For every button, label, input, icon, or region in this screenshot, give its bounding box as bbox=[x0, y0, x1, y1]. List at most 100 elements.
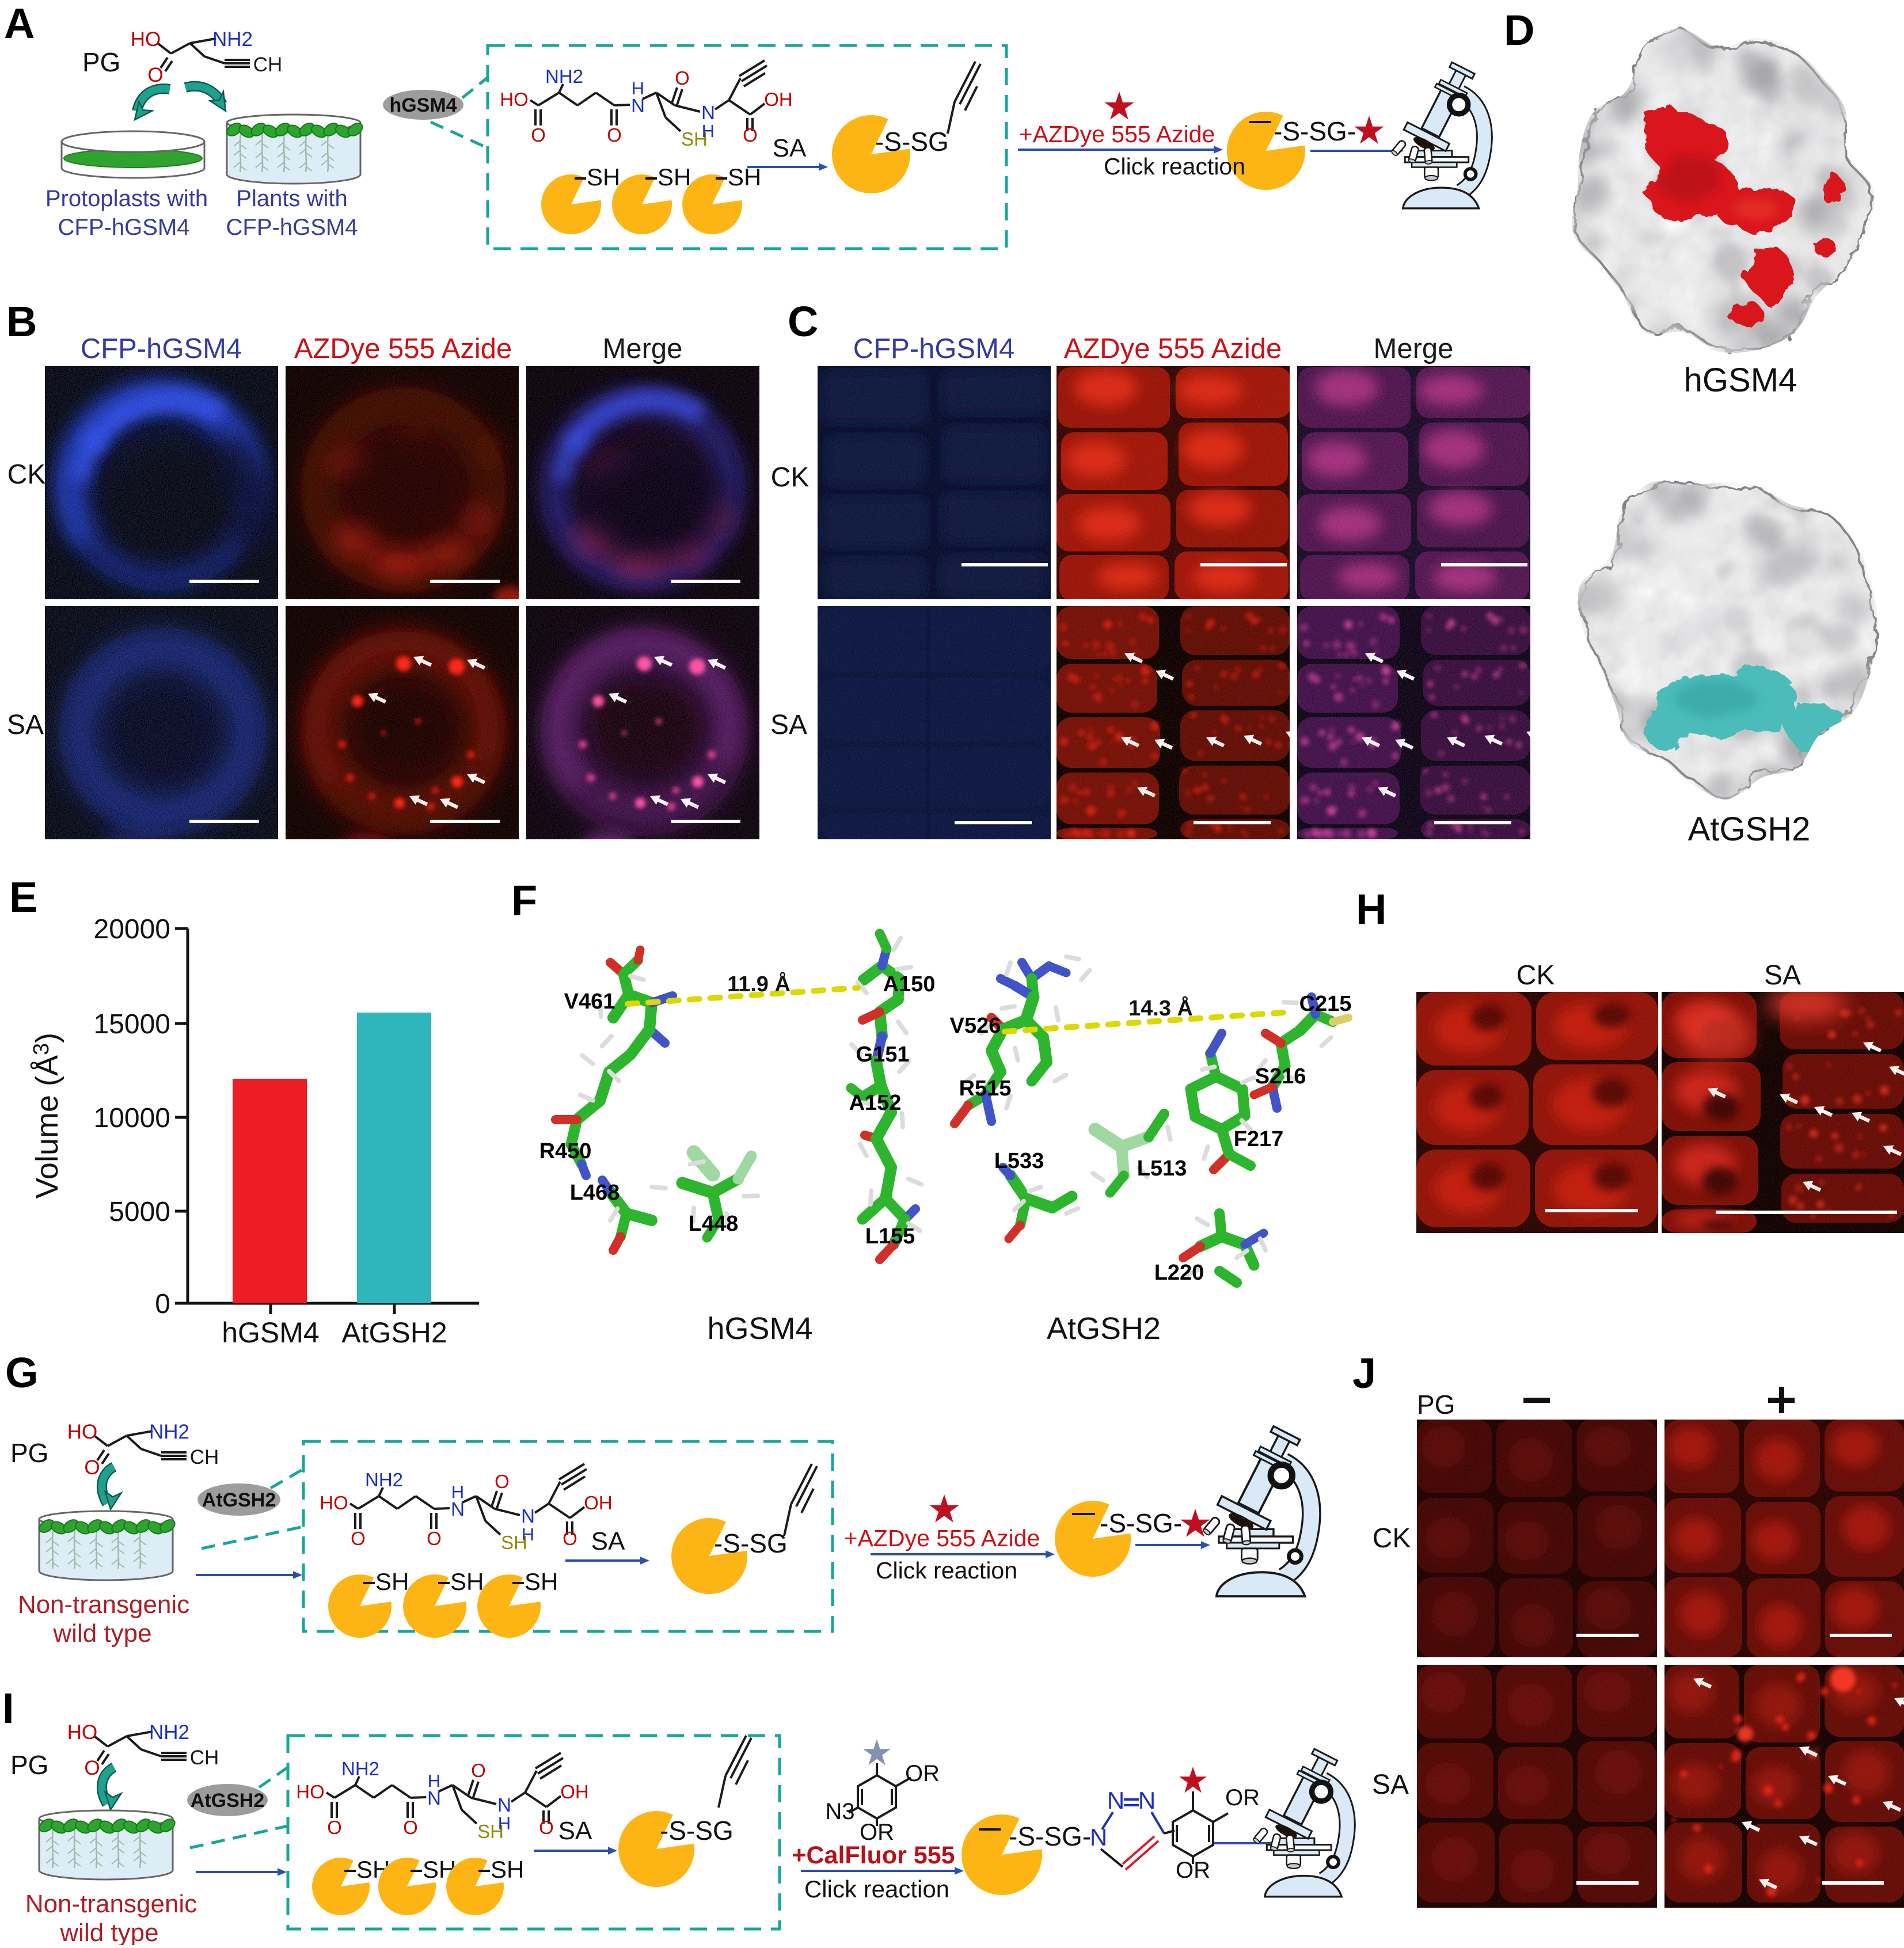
svg-text:V461: V461 bbox=[564, 990, 615, 1014]
svg-text:NH2: NH2 bbox=[365, 1469, 403, 1490]
svg-text:R515: R515 bbox=[959, 1076, 1012, 1101]
svg-text:O: O bbox=[327, 1817, 342, 1838]
svg-text:CH: CH bbox=[253, 54, 283, 76]
svg-text:CK: CK bbox=[771, 462, 810, 493]
svg-text:H: H bbox=[702, 121, 715, 141]
svg-text:10000: 10000 bbox=[94, 1103, 170, 1133]
svg-text:CK: CK bbox=[1517, 960, 1555, 991]
svg-text:N: N bbox=[1107, 1787, 1124, 1814]
svg-text:-S-SG-: -S-SG- bbox=[1274, 116, 1356, 146]
svg-text:S216: S216 bbox=[1255, 1064, 1306, 1089]
svg-text:L220: L220 bbox=[1154, 1261, 1204, 1285]
svg-text:C: C bbox=[788, 298, 818, 345]
svg-text:Volume (Å3): Volume (Å3) bbox=[29, 1033, 64, 1199]
svg-text:NH2: NH2 bbox=[149, 1721, 189, 1744]
svg-text:HO: HO bbox=[296, 1781, 325, 1802]
svg-text:O: O bbox=[403, 1817, 418, 1838]
svg-text:B: B bbox=[6, 298, 37, 345]
svg-text:G: G bbox=[5, 1349, 39, 1397]
svg-text:N: N bbox=[451, 1498, 465, 1520]
svg-text:N: N bbox=[1090, 1824, 1107, 1851]
svg-text:I: I bbox=[2, 1684, 14, 1732]
svg-text:NH2: NH2 bbox=[212, 28, 253, 51]
svg-text:PG: PG bbox=[10, 1438, 48, 1468]
svg-text:Plants with: Plants with bbox=[236, 186, 347, 211]
svg-text:O: O bbox=[147, 64, 163, 86]
svg-text:SH: SH bbox=[501, 1532, 527, 1553]
svg-text:+AZDye 555 Azide: +AZDye 555 Azide bbox=[844, 1525, 1040, 1551]
svg-text:-S-SG-: -S-SG- bbox=[1100, 1508, 1182, 1538]
svg-text:PG: PG bbox=[82, 47, 120, 77]
svg-text:SA: SA bbox=[7, 710, 44, 740]
svg-text:SH: SH bbox=[525, 1568, 558, 1595]
svg-text:Non-transgenic: Non-transgenic bbox=[18, 1591, 189, 1619]
svg-text:R450: R450 bbox=[539, 1139, 592, 1163]
svg-text:HO: HO bbox=[320, 1492, 348, 1513]
svg-text:N3: N3 bbox=[825, 1799, 854, 1824]
svg-text:CH: CH bbox=[190, 1747, 219, 1769]
svg-text:H: H bbox=[498, 1813, 511, 1833]
svg-text:O: O bbox=[471, 1760, 486, 1781]
svg-text:G151: G151 bbox=[856, 1043, 910, 1067]
svg-text:AtGSH2: AtGSH2 bbox=[1688, 811, 1811, 848]
svg-text:L513: L513 bbox=[1137, 1156, 1187, 1181]
svg-text:H: H bbox=[522, 1524, 534, 1544]
svg-text:HO: HO bbox=[131, 28, 161, 51]
svg-text:N: N bbox=[1138, 1787, 1156, 1814]
svg-text:-S-SG: -S-SG bbox=[714, 1528, 788, 1558]
svg-text:O: O bbox=[84, 1456, 100, 1479]
svg-text:CFP-hGSM4: CFP-hGSM4 bbox=[226, 215, 358, 240]
svg-text:H: H bbox=[451, 1482, 464, 1502]
svg-text:5000: 5000 bbox=[109, 1197, 170, 1227]
svg-text:SH: SH bbox=[681, 128, 708, 150]
svg-text:CFP-hGSM4: CFP-hGSM4 bbox=[81, 333, 242, 364]
svg-text:L533: L533 bbox=[994, 1149, 1044, 1173]
svg-text:CK: CK bbox=[7, 459, 46, 490]
svg-text:N: N bbox=[701, 102, 715, 123]
svg-text:L468: L468 bbox=[570, 1181, 620, 1205]
svg-text:CH: CH bbox=[190, 1446, 219, 1468]
svg-text:-S-SG: -S-SG bbox=[660, 1816, 734, 1846]
svg-text:O: O bbox=[743, 124, 758, 146]
svg-text:Click reaction: Click reaction bbox=[1104, 153, 1245, 180]
svg-text:+CalFluor 555: +CalFluor 555 bbox=[792, 1842, 955, 1869]
svg-text:O: O bbox=[675, 67, 690, 89]
svg-text:PG: PG bbox=[10, 1750, 48, 1780]
svg-text:OH: OH bbox=[560, 1781, 589, 1802]
svg-text:SA: SA bbox=[591, 1527, 625, 1555]
svg-text:OH: OH bbox=[584, 1492, 613, 1513]
svg-text:SH: SH bbox=[491, 1856, 524, 1883]
svg-text:O: O bbox=[427, 1528, 442, 1549]
svg-text:0: 0 bbox=[155, 1289, 170, 1319]
svg-text:OR: OR bbox=[905, 1761, 940, 1786]
svg-text:-S-SG-: -S-SG- bbox=[1009, 1821, 1091, 1851]
svg-text:14.3 Å: 14.3 Å bbox=[1128, 995, 1193, 1021]
svg-text:HO: HO bbox=[67, 1421, 98, 1443]
svg-text:O: O bbox=[351, 1528, 366, 1549]
svg-text:OR: OR bbox=[1176, 1858, 1210, 1883]
svg-text:F: F bbox=[511, 877, 537, 924]
svg-text:HO: HO bbox=[500, 89, 529, 110]
svg-text:hGSM4: hGSM4 bbox=[707, 1311, 812, 1346]
svg-text:HO: HO bbox=[67, 1721, 98, 1744]
svg-text:D: D bbox=[1504, 6, 1534, 54]
svg-text:Non-transgenic: Non-transgenic bbox=[25, 1890, 197, 1918]
svg-text:SA: SA bbox=[1372, 1770, 1409, 1800]
svg-text:N: N bbox=[521, 1505, 535, 1527]
svg-text:hGSM4: hGSM4 bbox=[222, 1317, 320, 1349]
svg-text:AtGSH2: AtGSH2 bbox=[191, 1790, 264, 1812]
svg-text:H: H bbox=[1356, 885, 1386, 933]
svg-text:11.9 Å: 11.9 Å bbox=[727, 971, 791, 996]
svg-text:A150: A150 bbox=[883, 972, 936, 996]
svg-text:SH: SH bbox=[658, 163, 691, 191]
svg-text:H: H bbox=[632, 78, 644, 98]
svg-text:AZDye 555 Azide: AZDye 555 Azide bbox=[1064, 333, 1282, 364]
svg-text:O: O bbox=[84, 1757, 100, 1779]
svg-text:SH: SH bbox=[375, 1568, 409, 1595]
svg-text:O: O bbox=[539, 1817, 554, 1838]
svg-text:O: O bbox=[495, 1471, 510, 1492]
svg-text:E: E bbox=[9, 873, 37, 921]
svg-text:-S-SG: -S-SG bbox=[875, 127, 949, 157]
svg-text:SH: SH bbox=[587, 163, 620, 191]
svg-text:SH: SH bbox=[477, 1821, 504, 1842]
